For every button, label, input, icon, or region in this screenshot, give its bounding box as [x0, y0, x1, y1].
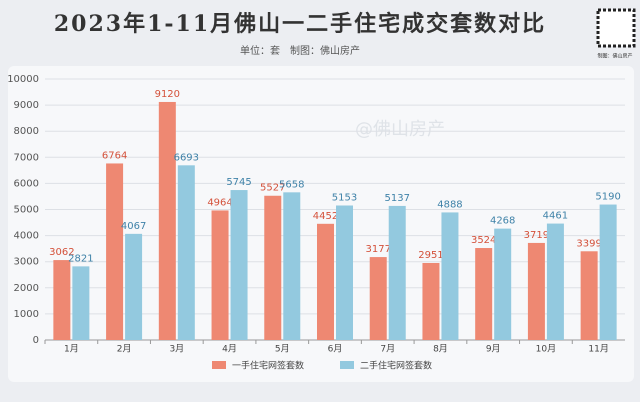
watermark: @佛山房产: [355, 119, 445, 140]
x-tick-label: 7月: [380, 344, 395, 355]
y-tick-label: 6000: [14, 178, 39, 189]
value-label: 4067: [121, 221, 146, 232]
bar: [53, 260, 71, 340]
bar: [211, 210, 229, 340]
bar: [369, 257, 387, 340]
bar: [388, 205, 406, 340]
x-tick-label: 5月: [275, 344, 290, 355]
bar: [72, 266, 90, 340]
y-tick-label: 9000: [14, 100, 39, 111]
value-label: 3177: [366, 244, 391, 255]
bar: [283, 192, 301, 340]
bar: [177, 165, 195, 340]
value-label: 6693: [174, 152, 199, 163]
bar: [546, 223, 564, 340]
x-tick-label: 10月: [536, 344, 556, 355]
qr-caption: 制图：佛山房产: [597, 53, 632, 60]
bar: [599, 204, 617, 340]
y-tick-label: 8000: [14, 126, 39, 137]
x-tick-label: 11月: [588, 344, 608, 355]
y-tick-label: 1000: [14, 309, 39, 320]
value-label: 4964: [207, 197, 232, 208]
bar: [580, 251, 598, 340]
legend-swatch: [212, 361, 226, 369]
x-tick-label: 2月: [117, 344, 132, 355]
chart-title: 2023年1-11月佛山一二手住宅成交套数对比: [54, 11, 546, 37]
x-tick-label: 8月: [433, 344, 448, 355]
y-tick-label: 5000: [14, 205, 39, 216]
legend-label: 一手住宅网签套数: [232, 360, 304, 372]
bar: [475, 248, 493, 340]
x-tick-label: 6月: [328, 344, 343, 355]
x-tick-label: 3月: [169, 344, 184, 355]
x-tick-label: 1月: [64, 344, 79, 355]
x-tick-label: 9月: [486, 344, 501, 355]
bar: [527, 242, 545, 340]
value-label: 2821: [68, 253, 93, 264]
y-tick-label: 0: [33, 335, 39, 346]
bar: [317, 223, 334, 340]
bar: [106, 163, 124, 340]
value-label: 4888: [437, 199, 462, 210]
value-label: 6764: [102, 150, 127, 161]
value-label: 5658: [279, 179, 304, 190]
bar: [158, 101, 176, 340]
bar: [441, 212, 459, 340]
value-label: 3524: [471, 235, 496, 246]
value-label: 5745: [226, 177, 251, 188]
value-label: 5153: [332, 193, 357, 204]
y-tick-label: 10000: [7, 74, 39, 85]
bar: [336, 205, 353, 340]
legend-label: 二手住宅网签套数: [360, 360, 432, 372]
bar: [264, 195, 282, 340]
value-label: 9120: [155, 89, 180, 100]
x-tick-label: 4月: [222, 344, 237, 355]
qr-code: [596, 8, 636, 48]
bar: [230, 190, 248, 340]
value-label: 3062: [49, 247, 74, 258]
value-label: 5190: [595, 192, 620, 203]
y-tick-label: 4000: [14, 231, 39, 242]
value-label: 4268: [490, 216, 515, 227]
legend-swatch: [340, 361, 354, 369]
value-label: 4452: [313, 211, 338, 222]
y-tick-label: 3000: [14, 257, 39, 268]
y-tick-label: 7000: [14, 152, 39, 163]
y-tick-label: 2000: [14, 283, 39, 294]
bar: [494, 228, 512, 340]
chart-subtitle: 单位：套 制图：佛山房产: [240, 44, 360, 57]
bar: [422, 262, 440, 340]
value-label: 2951: [418, 250, 443, 261]
value-label: 3399: [576, 238, 601, 249]
value-label: 5137: [385, 193, 410, 204]
value-label: 5527: [260, 183, 285, 194]
bar: [125, 233, 143, 340]
value-label: 3719: [524, 230, 549, 241]
value-label: 4461: [543, 211, 568, 222]
